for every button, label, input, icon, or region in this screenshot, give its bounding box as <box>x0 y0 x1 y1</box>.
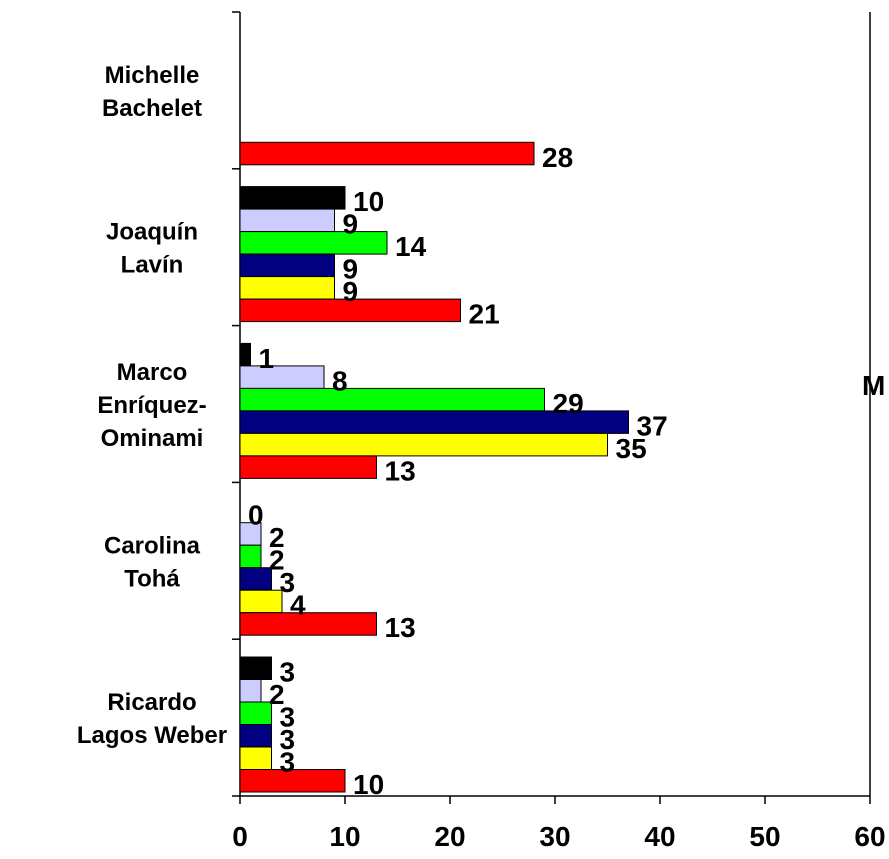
bar <box>239 769 346 793</box>
data-label: 2 <box>269 522 285 553</box>
data-label: 28 <box>542 142 573 173</box>
bar <box>239 679 262 703</box>
data-label: 4 <box>290 590 306 621</box>
category-label: Bachelet <box>102 95 202 122</box>
bar <box>239 186 346 210</box>
x-axis-ticks-layer: 0 10 20 30 40 50 60 <box>232 796 886 852</box>
x-tick-label: 20 <box>434 821 465 852</box>
data-label: 35 <box>616 433 647 464</box>
legend-fragment: M <box>862 370 885 401</box>
bar <box>239 432 608 457</box>
x-tick-label: 0 <box>232 821 248 852</box>
bar <box>239 746 272 770</box>
bar <box>239 298 461 323</box>
bar <box>239 342 251 367</box>
x-tick-label: 10 <box>329 821 360 852</box>
bar <box>239 208 335 233</box>
data-label: 3 <box>280 702 296 733</box>
category-label: Ricardo <box>107 689 196 716</box>
data-label: 9 <box>343 254 359 285</box>
category-label: Marco <box>117 359 188 386</box>
data-label: 2 <box>269 679 285 710</box>
x-tick-label: 60 <box>854 821 885 852</box>
bar <box>239 567 272 591</box>
category-label: Ominami <box>101 425 204 452</box>
data-label: 1 <box>259 343 275 374</box>
data-label: 21 <box>469 299 500 330</box>
x-tick-label: 30 <box>539 821 570 852</box>
data-label: 0 <box>248 500 264 531</box>
bar <box>239 141 535 166</box>
x-tick-label: 50 <box>749 821 780 852</box>
bar <box>239 455 377 479</box>
data-label: 13 <box>385 455 416 486</box>
data-label: 10 <box>353 769 384 800</box>
bar <box>239 656 272 680</box>
category-label: Tohá <box>124 565 180 592</box>
data-label: 37 <box>637 410 668 441</box>
bar <box>239 387 545 412</box>
category-label: Carolina <box>104 532 201 559</box>
data-label: 3 <box>280 724 296 755</box>
bar <box>239 544 262 569</box>
category-label: Michelle <box>105 62 200 89</box>
data-label: 9 <box>343 209 359 240</box>
category-label: Lavín <box>121 252 184 279</box>
bar <box>239 724 272 748</box>
bar <box>239 589 283 614</box>
bars-layer <box>239 141 629 793</box>
category-labels-layer: Michelle Bachelet Joaquín Lavín Marco Enríque… <box>77 62 227 749</box>
bar <box>239 231 388 255</box>
data-label: 2 <box>269 545 285 576</box>
bar <box>239 253 335 278</box>
data-label: 10 <box>353 186 384 217</box>
data-label: 3 <box>280 567 296 598</box>
data-label: 29 <box>553 388 584 419</box>
data-label: 8 <box>332 365 348 396</box>
bar <box>239 701 272 725</box>
bar <box>239 276 335 300</box>
data-label: 13 <box>385 612 416 643</box>
data-label: 3 <box>280 657 296 688</box>
category-label: Enríquez- <box>97 392 206 419</box>
category-label: Lagos Weber <box>77 722 227 749</box>
bar <box>239 612 377 636</box>
data-label: 9 <box>343 276 359 307</box>
x-tick-label: 40 <box>644 821 675 852</box>
bar <box>239 365 325 389</box>
category-label: Joaquín <box>106 219 198 246</box>
data-label: 14 <box>395 231 427 262</box>
data-label: 3 <box>280 747 296 778</box>
